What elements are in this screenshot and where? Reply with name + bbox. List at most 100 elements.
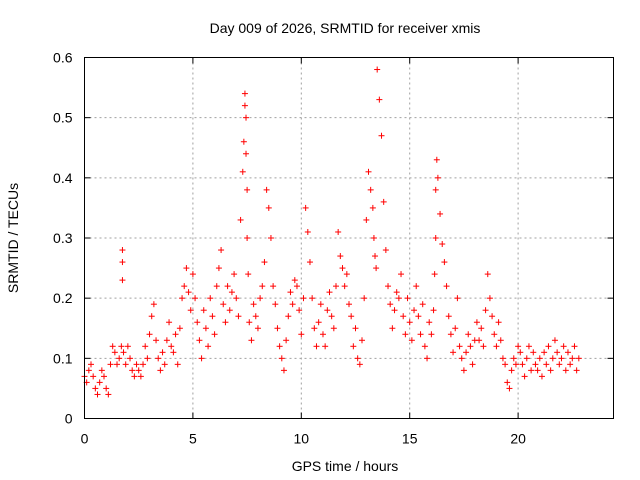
data-point [283, 337, 290, 344]
data-point [395, 295, 402, 302]
data-point [393, 289, 400, 296]
data-point [315, 319, 322, 326]
data-point [144, 355, 151, 362]
y-tick-label: 0.2 [53, 290, 73, 306]
y-tick-label: 0.1 [53, 350, 73, 366]
data-point [94, 391, 101, 398]
data-point [441, 259, 448, 266]
data-point [473, 319, 480, 326]
data-point [398, 271, 405, 278]
data-point [146, 331, 153, 338]
data-point [387, 301, 394, 308]
data-point [222, 319, 229, 326]
data-point [332, 283, 339, 290]
data-point [413, 283, 420, 290]
data-point [109, 343, 116, 350]
data-point [564, 349, 571, 356]
data-point [476, 337, 483, 344]
data-point [343, 271, 350, 278]
data-point [90, 373, 97, 380]
data-point [267, 235, 274, 241]
data-point [543, 361, 550, 368]
data-point [512, 361, 519, 368]
data-point [239, 168, 246, 175]
y-tick-label: 0.5 [53, 110, 73, 126]
data-point [432, 235, 439, 241]
data-point [567, 361, 574, 368]
data-point [276, 343, 283, 350]
data-point [523, 355, 530, 362]
data-point [215, 265, 222, 272]
data-point [489, 313, 496, 320]
data-point [194, 319, 201, 326]
data-point [337, 253, 344, 260]
data-point [185, 289, 192, 296]
data-point [350, 343, 357, 350]
data-point [348, 313, 355, 320]
data-point [309, 295, 316, 302]
data-point [373, 265, 380, 272]
data-point [437, 210, 444, 217]
data-point [460, 367, 467, 374]
data-point [484, 271, 491, 278]
data-point [241, 90, 248, 97]
data-point [562, 367, 569, 374]
x-axis-label: GPS time / hours [292, 458, 399, 474]
data-point [519, 361, 526, 368]
data-point [376, 96, 383, 103]
data-point [370, 235, 377, 241]
data-point [220, 301, 227, 308]
data-point [148, 313, 155, 320]
data-point [166, 319, 173, 326]
data-point [346, 301, 352, 308]
data-point [244, 235, 251, 241]
data-point [101, 373, 108, 380]
data-point [404, 295, 411, 302]
data-point [558, 355, 565, 362]
data-point [549, 355, 556, 362]
data-point [452, 325, 459, 332]
data-point [150, 301, 157, 308]
data-point [127, 355, 134, 362]
data-point [237, 216, 244, 223]
data-point [478, 325, 485, 332]
data-point [254, 325, 261, 332]
data-point [380, 198, 387, 205]
data-point [272, 301, 279, 308]
data-point [372, 253, 379, 260]
data-point [493, 343, 500, 350]
data-point [499, 355, 506, 362]
data-point [196, 337, 203, 344]
data-point [200, 307, 207, 314]
data-point [434, 174, 441, 181]
data-point [313, 343, 320, 350]
y-tick-label: 0.6 [53, 50, 73, 66]
data-point [502, 361, 509, 368]
data-point [573, 367, 580, 374]
data-point [155, 355, 162, 362]
data-point [408, 337, 415, 344]
data-point [385, 283, 392, 290]
data-point [525, 343, 532, 350]
x-tick-label: 10 [294, 431, 310, 447]
data-point [447, 331, 454, 338]
data-point [296, 307, 303, 314]
data-point [140, 361, 147, 368]
data-point [374, 66, 381, 73]
data-point [541, 349, 548, 356]
data-point [341, 283, 348, 290]
data-point [443, 283, 450, 290]
data-point [111, 349, 118, 356]
data-point [183, 265, 190, 272]
data-point [556, 361, 563, 368]
data-point [430, 307, 437, 314]
data-point [450, 349, 457, 356]
data-point [172, 331, 179, 338]
data-point [482, 307, 489, 314]
data-point [85, 367, 92, 374]
data-point [319, 331, 326, 338]
data-point [287, 289, 294, 296]
data-point [389, 325, 396, 332]
data-point [361, 295, 368, 302]
